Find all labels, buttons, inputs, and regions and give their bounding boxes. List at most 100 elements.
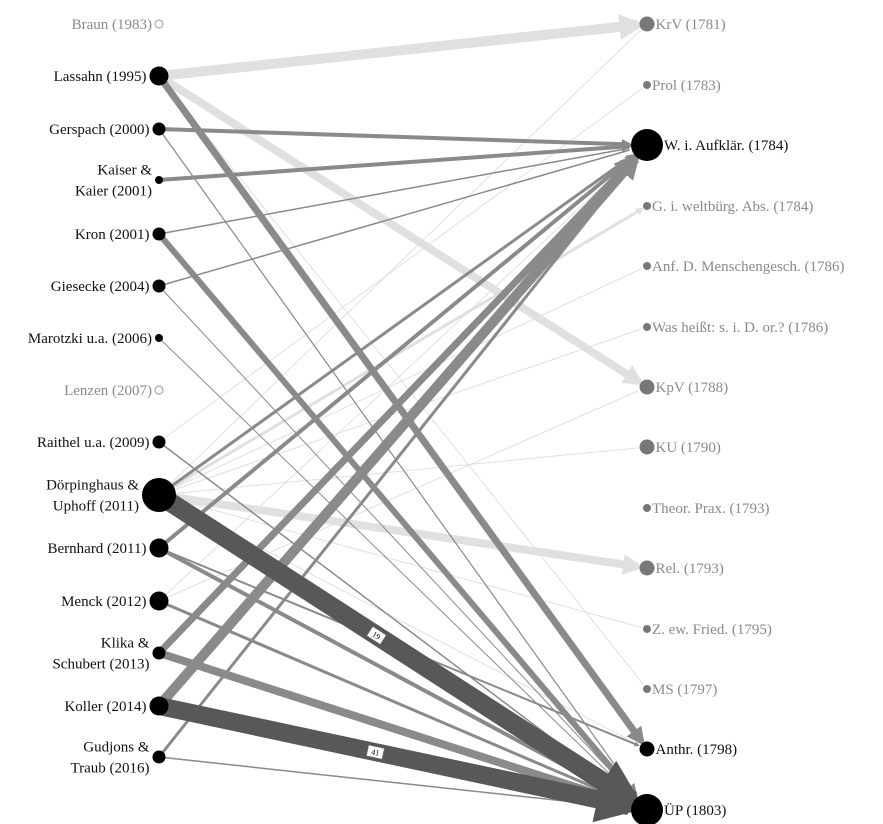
target-node-marker (639, 560, 655, 576)
edge-marotzki-up (158, 337, 635, 798)
edge-lassahn-kpv (156, 72, 645, 386)
edges (153, 14, 646, 823)
source-label: Lassahn (1995) (54, 69, 147, 85)
target-node-ms[interactable]: MS (1797) (643, 682, 717, 698)
edge-doerpinghaus-ku (158, 447, 638, 496)
edge-menck-waufk (158, 156, 635, 602)
source-node-marker (154, 385, 164, 395)
source-node-marker (149, 591, 169, 611)
target-nodes: KrV (1781) Prol (1783) W. i. Aufklär. (178… (631, 16, 844, 824)
source-label: Gerspach (2000) (49, 122, 149, 138)
edge-raithel-prol (158, 88, 643, 443)
edge-giesecke-waufk (158, 149, 630, 287)
source-label: Traub (2016) (70, 761, 149, 777)
source-node-raithel[interactable]: Raithel u.a. (2009) (37, 435, 166, 451)
source-label: Kron (2001) (75, 227, 150, 243)
source-node-lenzen[interactable]: Lenzen (2007) (64, 383, 164, 399)
source-label: Braun (1983) (72, 17, 152, 33)
source-label: Koller (2014) (64, 699, 146, 715)
source-node-giesecke[interactable]: Giesecke (2004) (51, 279, 166, 295)
source-node-menck[interactable]: Menck (2012) (61, 591, 169, 611)
source-node-marker (152, 279, 166, 293)
source-nodes: Braun (1983) Lassahn (1995) Gerspach (2000… (28, 17, 176, 777)
source-label: Raithel u.a. (2009) (37, 435, 149, 451)
target-label: KpV (1788) (656, 380, 729, 396)
source-node-marker (152, 435, 166, 449)
target-node-anfmensch[interactable]: Anf. D. Menschengesch. (1786) (643, 259, 844, 275)
target-node-up[interactable]: ÜP (1803) (631, 794, 726, 824)
source-node-doerpinghaus[interactable]: Dörpinghaus & Uphoff (2011) (46, 478, 176, 515)
target-label: Theor. Prax. (1793) (652, 501, 769, 517)
edge-klika-up (157, 649, 636, 810)
target-node-anthr[interactable]: Anthr. (1798) (639, 741, 738, 759)
target-node-marker (643, 202, 651, 210)
source-label: Bernhard (2011) (48, 541, 147, 557)
target-node-marker (639, 741, 655, 757)
source-node-koller[interactable]: Koller (2014) (64, 696, 169, 716)
source-node-marotzki[interactable]: Marotzki u.a. (2006) (28, 331, 163, 347)
edge-doerpinghaus-waufk (158, 154, 635, 497)
source-node-gudjons[interactable]: Gudjons & Traub (2016) (70, 740, 166, 777)
edge-badge-value: 19 (370, 630, 382, 642)
target-label: MS (1797) (652, 682, 717, 698)
source-node-klika[interactable]: Klika & Schubert (2013) (52, 636, 166, 673)
target-node-marker (631, 129, 663, 161)
edge-lassahn-anthr (156, 73, 645, 746)
source-node-marker (142, 478, 176, 512)
edge-gerspach-waufk (158, 127, 633, 150)
edge-lassahn-krv (158, 14, 646, 81)
target-node-marker (643, 625, 651, 633)
source-node-kron[interactable]: Kron (2001) (75, 227, 166, 243)
target-label: Was heißt: s. i. D. or.? (1786) (652, 320, 828, 336)
target-node-kpv[interactable]: KpV (1788) (639, 379, 729, 397)
source-node-gerspach[interactable]: Gerspach (2000) (49, 122, 166, 138)
source-label: Kaiser & (97, 163, 152, 179)
target-label: Z. ew. Fried. (1795) (652, 622, 772, 638)
target-node-washeisst[interactable]: Was heißt: s. i. D. or.? (1786) (643, 320, 828, 336)
edge-koller-waufk (155, 152, 641, 710)
source-node-marker (152, 122, 166, 136)
edge-kaiser-waufk (158, 141, 633, 182)
target-node-marker (639, 16, 655, 32)
source-node-marker (155, 176, 163, 184)
source-node-lassahn[interactable]: Lassahn (1995) (54, 66, 169, 86)
source-node-braun[interactable]: Braun (1983) (72, 17, 164, 33)
edge-kron-up (156, 232, 639, 800)
target-label: ÜP (1803) (664, 802, 726, 819)
source-label: Menck (2012) (61, 594, 146, 610)
edge-klika-waufk (156, 154, 639, 656)
source-node-marker (152, 227, 166, 241)
source-label: Marotzki u.a. (2006) (28, 331, 152, 347)
target-label: Prol (1783) (652, 78, 721, 94)
target-label: KrV (1781) (656, 17, 726, 33)
edge-doerpinghaus-up (153, 487, 645, 809)
target-node-rel[interactable]: Rel. (1793) (639, 560, 724, 578)
edge-doerpinghaus-rel (158, 491, 644, 575)
target-node-theorprax[interactable]: Theor. Prax. (1793) (643, 501, 769, 517)
target-node-gweltb[interactable]: G. i. weltbürg. Abs. (1784) (643, 199, 813, 215)
target-label: Rel. (1793) (656, 561, 724, 577)
source-node-marker (149, 538, 169, 558)
target-node-marker (643, 262, 651, 270)
edge-menck-up (158, 599, 633, 805)
edge-lassahn-ms (158, 75, 644, 685)
source-node-bernhard[interactable]: Bernhard (2011) (48, 538, 169, 558)
target-node-krv[interactable]: KrV (1781) (639, 16, 726, 34)
edge-gudjons-waufk (157, 157, 638, 758)
source-node-marker (152, 646, 166, 660)
target-node-marker (643, 685, 651, 693)
source-node-marker (149, 66, 169, 86)
target-node-marker (643, 323, 651, 331)
target-node-marker (639, 439, 655, 455)
edge-bernhard-waufk (157, 154, 636, 550)
target-node-zewfried[interactable]: Z. ew. Fried. (1795) (643, 622, 772, 638)
source-label: Lenzen (2007) (64, 383, 152, 399)
target-node-ku[interactable]: KU (1790) (639, 439, 721, 457)
source-label: Schubert (2013) (52, 657, 149, 673)
target-node-prol[interactable]: Prol (1783) (643, 78, 721, 94)
target-node-waufk[interactable]: W. i. Aufklär. (1784) (631, 129, 788, 161)
source-node-marker (149, 696, 169, 716)
target-label: KU (1790) (656, 440, 721, 456)
source-node-kaiser[interactable]: Kaiser & Kaier (2001) (75, 163, 163, 200)
target-label: G. i. weltbürg. Abs. (1784) (652, 199, 813, 215)
